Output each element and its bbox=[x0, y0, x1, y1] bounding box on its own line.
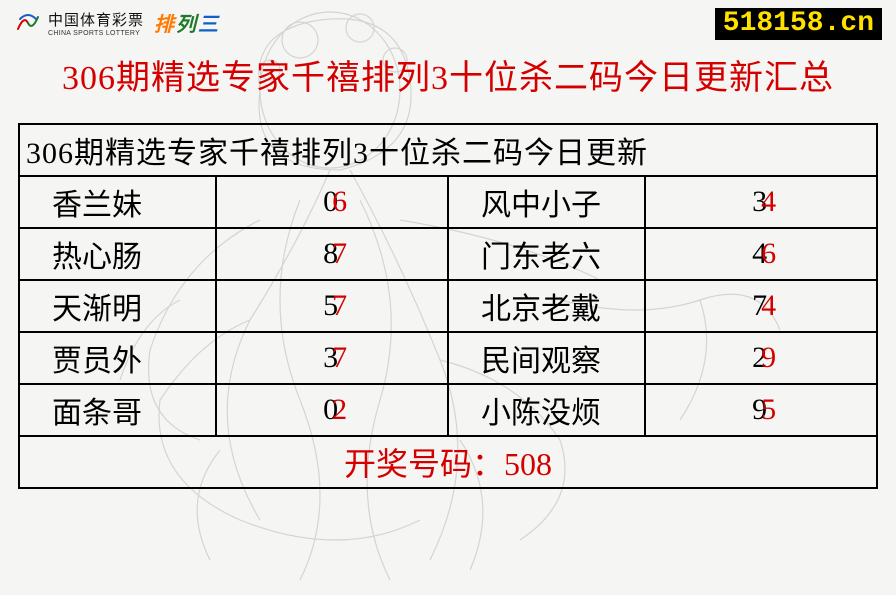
name-cell: 民间观察 bbox=[448, 332, 645, 384]
pls-char-1: 列 bbox=[176, 8, 196, 37]
num-cell: 95 bbox=[645, 384, 877, 436]
num-cell: 57 bbox=[216, 280, 448, 332]
header-bar: 中国体育彩票 CHINA SPORTS LOTTERY 排 列 三 518158… bbox=[0, 0, 896, 40]
table-row: 香兰妹06风中小子34 bbox=[19, 176, 877, 228]
prediction-table: 306期精选专家千禧排列3十位杀二码今日更新 香兰妹06风中小子34热心肠87门… bbox=[18, 123, 878, 489]
num-cell: 34 bbox=[645, 176, 877, 228]
logo-mark-icon bbox=[14, 9, 42, 37]
pls-char-2: 三 bbox=[198, 8, 218, 37]
prediction-table-wrap: 306期精选专家千禧排列3十位杀二码今日更新 香兰妹06风中小子34热心肠87门… bbox=[18, 123, 878, 489]
name-cell: 天渐明 bbox=[19, 280, 216, 332]
name-cell: 香兰妹 bbox=[19, 176, 216, 228]
table-footer-cell: 开奖号码：508 bbox=[19, 436, 877, 488]
name-cell: 小陈没烦 bbox=[448, 384, 645, 436]
num-cell: 02 bbox=[216, 384, 448, 436]
url-badge: 518158.cn bbox=[715, 8, 882, 40]
name-cell: 风中小子 bbox=[448, 176, 645, 228]
lottery-logo: 中国体育彩票 CHINA SPORTS LOTTERY 排 列 三 bbox=[14, 8, 218, 37]
table-header-row: 306期精选专家千禧排列3十位杀二码今日更新 bbox=[19, 124, 877, 176]
table-header-cell: 306期精选专家千禧排列3十位杀二码今日更新 bbox=[19, 124, 877, 176]
table-row: 面条哥02小陈没烦95 bbox=[19, 384, 877, 436]
num-cell: 87 bbox=[216, 228, 448, 280]
name-cell: 面条哥 bbox=[19, 384, 216, 436]
name-cell: 门东老六 bbox=[448, 228, 645, 280]
name-cell: 热心肠 bbox=[19, 228, 216, 280]
main-title: 306期精选专家千禧排列3十位杀二码今日更新汇总 bbox=[0, 50, 896, 99]
name-cell: 北京老戴 bbox=[448, 280, 645, 332]
table-row: 热心肠87门东老六46 bbox=[19, 228, 877, 280]
num-cell: 29 bbox=[645, 332, 877, 384]
table-row: 贾员外37民间观察29 bbox=[19, 332, 877, 384]
num-cell: 06 bbox=[216, 176, 448, 228]
num-cell: 74 bbox=[645, 280, 877, 332]
logo-pailie-san: 排 列 三 bbox=[154, 8, 218, 37]
table-footer-row: 开奖号码：508 bbox=[19, 436, 877, 488]
num-cell: 37 bbox=[216, 332, 448, 384]
pls-char-0: 排 bbox=[154, 8, 174, 37]
logo-text-cn: 中国体育彩票 bbox=[48, 9, 144, 30]
num-cell: 46 bbox=[645, 228, 877, 280]
logo-text-en: CHINA SPORTS LOTTERY bbox=[48, 30, 144, 37]
table-row: 天渐明57北京老戴74 bbox=[19, 280, 877, 332]
name-cell: 贾员外 bbox=[19, 332, 216, 384]
